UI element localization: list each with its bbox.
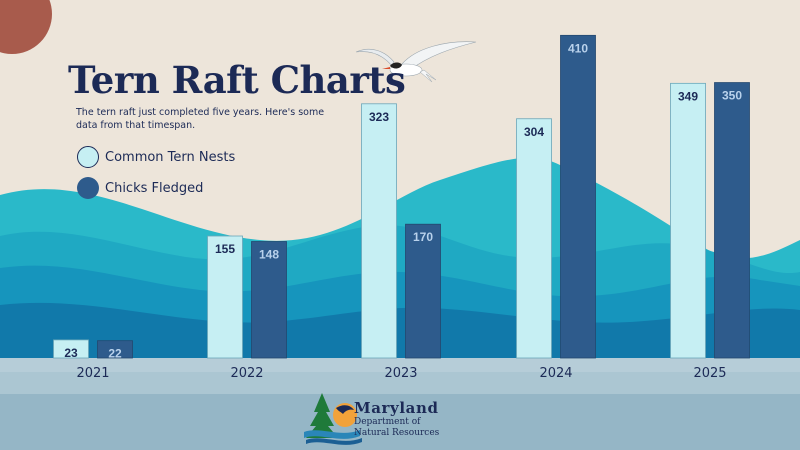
axis-band-lower xyxy=(0,372,800,394)
logo-line-2: Natural Resources xyxy=(354,428,440,438)
x-tick-label-2025: 2025 xyxy=(693,366,726,381)
legend-item-nests: Common Tern Nests xyxy=(77,146,235,168)
page-subtitle: The tern raft just completed five years.… xyxy=(76,107,325,131)
data-label-fledged-2024: 410 xyxy=(568,41,588,55)
axis-band xyxy=(0,358,800,372)
logo-name: Maryland xyxy=(354,399,439,417)
data-label-nests-2025: 349 xyxy=(678,89,698,103)
bar-nests-2024 xyxy=(516,118,552,359)
corner-circle-decoration xyxy=(0,0,52,54)
bar-nests-2023 xyxy=(361,103,397,359)
tern-bird-illustration xyxy=(355,41,477,83)
x-tick-label-2023: 2023 xyxy=(384,366,417,381)
logo-text: Maryland Department of Natural Resources xyxy=(354,401,439,438)
data-label-nests-2024: 304 xyxy=(524,125,544,139)
bar-fledged-2023 xyxy=(405,223,441,359)
dnr-logo-graphic xyxy=(304,393,362,445)
bar-fledged-2024 xyxy=(560,34,596,359)
legend-label-nests: Common Tern Nests xyxy=(105,149,236,165)
footer-band xyxy=(0,394,800,450)
bar-nests-2021 xyxy=(53,339,89,359)
bar-group: 23 22 155 148 323 170 304 410 349 350 xyxy=(53,34,750,361)
data-label-fledged-2023: 170 xyxy=(413,230,433,244)
logo-line-1: Department of xyxy=(354,417,421,427)
wave-background xyxy=(0,157,800,358)
bar-nests-2022 xyxy=(207,235,243,359)
data-label-nests-2022: 155 xyxy=(215,242,235,256)
x-axis-ticks: 2021 2022 2023 2024 2025 xyxy=(76,366,726,381)
x-tick-label-2022: 2022 xyxy=(230,366,263,381)
legend-swatch-nests xyxy=(77,146,99,168)
page-title: Tern Raft Charts xyxy=(68,58,406,102)
bar-nests-2025 xyxy=(670,82,706,359)
legend-label-fledged: Chicks Fledged xyxy=(105,180,204,196)
x-tick-label-2024: 2024 xyxy=(539,366,572,381)
legend-item-fledged: Chicks Fledged xyxy=(77,177,203,199)
data-label-nests-2023: 323 xyxy=(369,110,389,124)
data-label-fledged-2022: 148 xyxy=(259,248,279,262)
bar-fledged-2022 xyxy=(251,241,287,359)
data-label-fledged-2021: 22 xyxy=(108,347,122,361)
legend-swatch-fledged xyxy=(77,177,99,199)
x-tick-label-2021: 2021 xyxy=(76,366,109,381)
bar-fledged-2025 xyxy=(714,82,750,359)
bar-fledged-2021 xyxy=(97,340,133,359)
dnr-logo: Maryland Department of Natural Resources xyxy=(302,391,467,443)
data-label-nests-2021: 23 xyxy=(64,346,78,360)
data-label-fledged-2025: 350 xyxy=(722,89,742,103)
